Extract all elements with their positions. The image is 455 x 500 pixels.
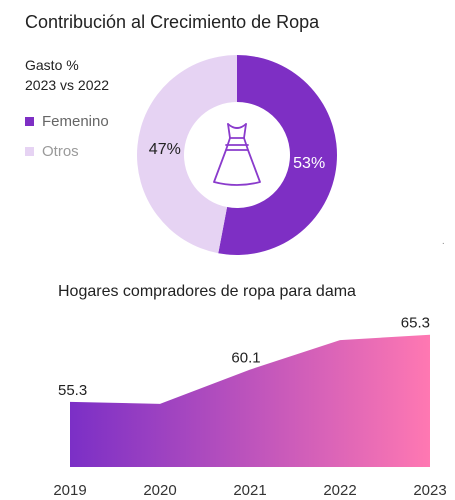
legend-label-otros: Otros bbox=[42, 142, 79, 160]
x-tick-label-2022: 2022 bbox=[323, 482, 356, 499]
dress-icon bbox=[213, 123, 261, 186]
subtitle-line-1: Gasto % bbox=[25, 57, 79, 73]
data-label-2021: 60.1 bbox=[231, 350, 260, 367]
legend-label-femenino: Femenino bbox=[42, 112, 109, 130]
donut-chart: 53% 47% bbox=[137, 55, 337, 255]
x-tick-label-2021: 2021 bbox=[233, 482, 266, 499]
donut-center-hole bbox=[187, 105, 287, 205]
x-tick-label-2023: 2023 bbox=[413, 482, 446, 499]
donut-legend: Femenino Otros bbox=[25, 106, 109, 166]
data-label-2019: 55.3 bbox=[58, 382, 87, 399]
data-label-2023: 65.3 bbox=[401, 315, 430, 332]
legend-item-otros: Otros bbox=[25, 136, 109, 166]
legend-item-femenino: Femenino bbox=[25, 106, 109, 136]
decorative-dot: · bbox=[441, 238, 445, 249]
x-tick-label-2019: 2019 bbox=[53, 482, 86, 499]
area-chart-title: Hogares compradores de ropa para dama bbox=[58, 283, 356, 300]
donut-chart-subtitle: Gasto % 2023 vs 2022 bbox=[25, 55, 109, 95]
donut-data-label-otros: 47% bbox=[149, 141, 181, 158]
donut-chart-title: Contribución al Crecimiento de Ropa bbox=[25, 12, 320, 32]
donut-slice-otros bbox=[137, 55, 237, 254]
legend-swatch-otros bbox=[25, 146, 34, 156]
donut-data-label-femenino: 53% bbox=[293, 155, 325, 172]
x-tick-label-2020: 2020 bbox=[143, 482, 176, 499]
area-series bbox=[70, 334, 430, 467]
legend-swatch-femenino bbox=[25, 116, 34, 126]
subtitle-line-2: 2023 vs 2022 bbox=[25, 77, 110, 93]
donut-slice-femenino bbox=[218, 55, 337, 255]
